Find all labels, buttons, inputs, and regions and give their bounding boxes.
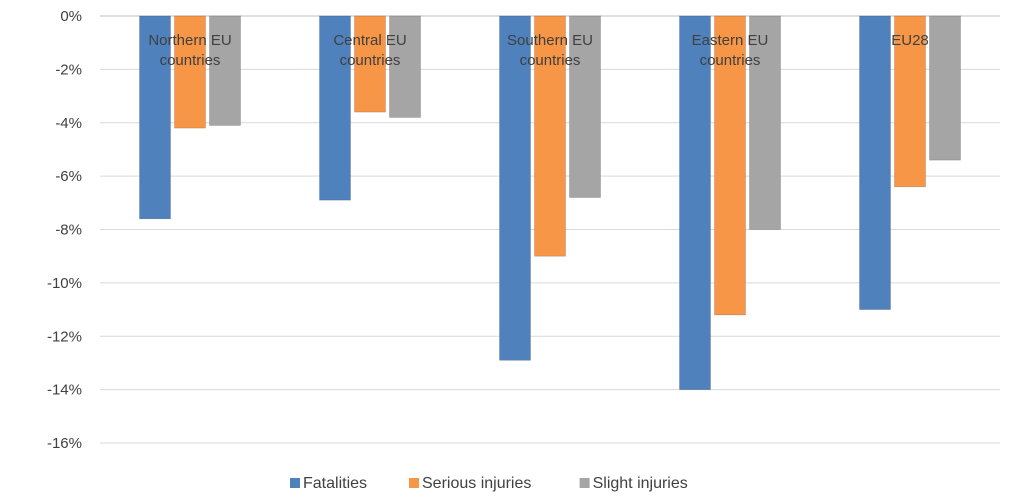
bars: [139, 15, 961, 390]
legend: Fatalities Serious injuries Slight injurie…: [290, 475, 688, 492]
bar-slight-injuries: [569, 15, 601, 198]
bar-slight-injuries: [929, 15, 961, 161]
legend-label: Slight injuries: [593, 475, 688, 492]
category-label: Southern EU: [507, 32, 593, 49]
bar-fatalities: [859, 15, 891, 310]
category-label: Eastern EU: [692, 32, 769, 49]
bar-slight-injuries: [389, 15, 421, 118]
category-label: countries: [340, 52, 401, 69]
bar-serious-injuries: [354, 15, 386, 113]
bar-fatalities: [499, 15, 531, 361]
bar-serious-injuries: [174, 15, 206, 129]
y-tick-label: -14%: [47, 382, 82, 399]
legend-swatch: [409, 478, 419, 488]
y-tick-label: -6%: [55, 168, 82, 185]
legend-swatch: [579, 478, 590, 488]
bar-fatalities: [139, 15, 171, 220]
y-tick-label: -8%: [55, 222, 82, 239]
y-tick-label: -16%: [47, 435, 82, 452]
bar-serious-injuries: [714, 15, 746, 316]
category-labels: Northern EU countries Central EU countries S…: [148, 32, 928, 69]
y-tick-label: -12%: [47, 328, 82, 345]
bar-serious-injuries: [534, 15, 566, 257]
category-label: countries: [160, 52, 221, 69]
category-label: Central EU: [333, 32, 406, 49]
bar-slight-injuries: [209, 15, 241, 126]
category-label: countries: [700, 52, 761, 69]
bar-fatalities: [319, 15, 351, 201]
legend-label: Serious injuries: [422, 475, 531, 492]
y-axis-ticks: 0% -2% -4% -6% -8% -10% -12% -14% -16%: [47, 8, 82, 452]
category-label: Northern EU: [148, 32, 231, 49]
y-tick-label: -4%: [55, 115, 82, 132]
category-label: countries: [520, 52, 581, 69]
bar-serious-injuries: [894, 15, 926, 188]
y-tick-label: 0%: [60, 8, 82, 25]
bar-slight-injuries: [749, 15, 781, 230]
y-tick-label: -2%: [55, 61, 82, 78]
y-tick-label: -10%: [47, 275, 82, 292]
bar-fatalities: [679, 15, 711, 390]
legend-label: Fatalities: [303, 475, 367, 492]
category-label: EU28: [891, 32, 929, 49]
legend-swatch: [290, 478, 300, 488]
